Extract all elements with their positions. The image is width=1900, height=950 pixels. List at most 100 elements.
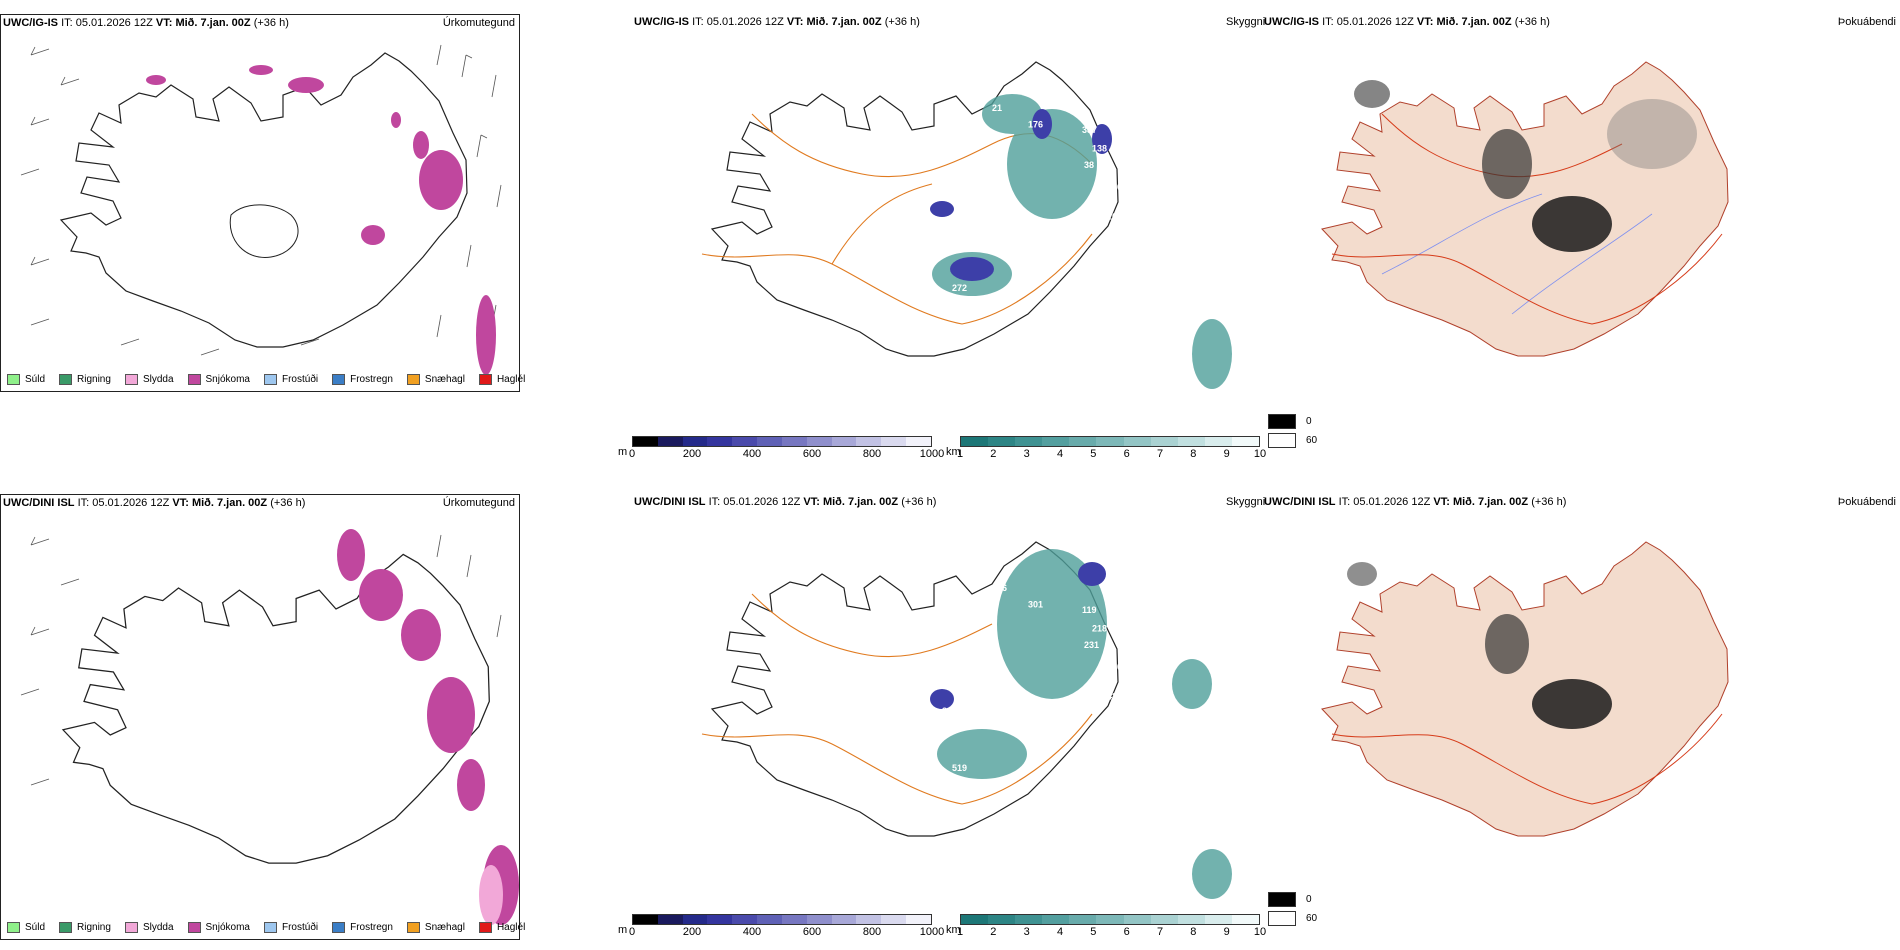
visibility-colorbar-tick: 10 — [1253, 926, 1267, 938]
height-colorbar-unit: m — [618, 446, 628, 458]
cloud-base-label: 119 — [1082, 605, 1097, 615]
cloud-base-label: 38 — [1084, 160, 1094, 170]
height-colorbar-tick: 600 — [802, 926, 822, 938]
visibility-colorbar-tick: 9 — [1223, 448, 1230, 460]
visibility-colorbar-tick: 7 — [1156, 448, 1164, 460]
wind-barbs — [20, 44, 502, 356]
roads — [1331, 713, 1723, 805]
cloud-base-label: 13 — [942, 226, 952, 236]
cloud-base-label: 218 — [1092, 624, 1107, 634]
fog-panel-row1: UWC/IG-IS IT: 05.01.2026 12Z VT: Mið. 7.… — [1262, 14, 1900, 392]
height-colorbar-unit: m — [618, 924, 628, 936]
visibility-colorbar-tick: 7 — [1156, 926, 1164, 938]
height-colorbar-tick: 800 — [862, 926, 882, 938]
cloud-base-label: 302 — [1118, 649, 1133, 659]
visibility-colorbar-tick: 8 — [1190, 926, 1197, 938]
cloud-base-label: 176 — [1028, 119, 1043, 129]
visibility-map: 886 301 119 218 231 302 207 872 142 323 533 519 346 2… — [701, 541, 1232, 899]
fog-map — [1321, 61, 1729, 357]
cloud-base-label: 265 — [1052, 734, 1067, 744]
panel-title: UWC/IG-IS IT: 05.01.2026 12Z VT: Mið. 7.… — [1264, 16, 1550, 28]
cloud-base-label: 387 — [1082, 125, 1097, 135]
cloud-base-label: 872 — [1102, 675, 1117, 685]
precip-map — [20, 44, 502, 375]
visibility-colorbar-tick: 8 — [1190, 448, 1197, 460]
visibility-colorbar-tick: 3 — [1023, 448, 1030, 460]
cloud-base-label: 323 — [942, 706, 957, 716]
fog-shading — [1347, 562, 1612, 729]
low-visibility — [932, 94, 1232, 389]
cloud-base-label: 926 — [1102, 212, 1117, 222]
visibility-panel-row2: 886 301 119 218 231 302 207 872 142 323 533 519 346 2… — [632, 494, 1266, 904]
cloud-base-label: 142 — [1102, 692, 1117, 702]
panel-title: UWC/DINI ISL IT: 05.01.2026 12Z VT: Mið.… — [1264, 496, 1567, 508]
visibility-colorbar-tick: 4 — [1056, 448, 1064, 460]
visibility-colorbar-tick: 10 — [1253, 448, 1267, 460]
precip-panel-row2: UWC/DINI ISL IT: 05.01.2026 12Z VT: Mið.… — [0, 494, 525, 940]
low-cloud — [930, 109, 1112, 281]
visibility-colorbar-tick: 2 — [990, 926, 997, 938]
cloud-base-label: 590 — [1118, 169, 1133, 179]
cloud-base-label: 277 — [912, 270, 927, 280]
field-title: Þokuábendi — [1837, 16, 1896, 28]
height-colorbar-tick: 1000 — [919, 926, 945, 938]
visibility-colorbar-tick: 6 — [1123, 448, 1130, 460]
cloud-base-label: 301 — [1028, 599, 1043, 609]
panel-title: UWC/DINI ISL IT: 05.01.2026 12Z VT: Mið.… — [634, 496, 937, 508]
precip-legend: Súld Rigning Slydda Snjókoma Frostúði Fr… — [7, 922, 525, 933]
height-colorbar: m 0 200 400 600 800 1000 — [618, 436, 944, 460]
fog-legend: 0 60 — [1264, 410, 1321, 452]
visibility-colorbar-tick: 3 — [1023, 926, 1030, 938]
cloud-base-label: 949 — [1102, 195, 1117, 205]
field-title: Skyggni — [1226, 16, 1266, 28]
field-title: Úrkomutegund — [442, 497, 515, 509]
height-colorbar: m 0 200 400 600 800 1000 — [618, 914, 944, 938]
visibility-colorbar-tick: 5 — [1090, 926, 1097, 938]
cloud-base-label: 210 — [1082, 270, 1097, 280]
cloud-base-label: 346 — [992, 778, 1007, 788]
visibility-colorbar: km 1 2 3 4 5 6 7 8 9 10 — [946, 436, 1266, 460]
precip-legend: Súld Rigning Slydda Snjókoma Frostúði Fr… — [7, 374, 525, 385]
rivers — [1381, 193, 1653, 315]
field-title: Þokuábendi — [1837, 496, 1896, 508]
fog-legend: 0 60 — [1264, 888, 1321, 930]
cloud-base-label: 519 — [952, 763, 967, 773]
visibility-colorbar-tick: 9 — [1223, 926, 1230, 938]
visibility-colorbar-tick: 5 — [1090, 448, 1097, 460]
precip-map — [20, 529, 519, 925]
low-visibility — [937, 549, 1232, 899]
height-colorbar-tick: 0 — [628, 926, 636, 938]
visibility-colorbar-unit: km — [946, 446, 961, 458]
visibility-colorbar-tick: 4 — [1056, 926, 1064, 938]
cloud-base-label: 337 — [992, 298, 1007, 308]
field-title: Skyggni — [1226, 496, 1266, 508]
height-colorbar-tick: 800 — [862, 448, 882, 460]
visibility-colorbar-tick: 1 — [956, 926, 964, 938]
cloud-base-label: 533 — [912, 750, 927, 760]
cloud-base-label: 21 — [992, 103, 1002, 113]
cloud-base-labels: 886 301 119 218 231 302 207 872 142 323 533 519 346 2… — [912, 583, 1133, 788]
height-colorbar-tick: 1000 — [919, 448, 945, 460]
height-colorbar-tick: 400 — [742, 926, 762, 938]
cloud-base-label: 886 — [992, 583, 1007, 593]
cloud-base-labels: 21 176 387 138 38 590 368 949 926 13 277 272 337 21 21… — [912, 103, 1133, 308]
fog-panel-row2: UWC/DINI ISL IT: 05.01.2026 12Z VT: Mið.… — [1262, 494, 1900, 904]
snow-areas — [146, 65, 496, 375]
field-title: Úrkomutegund — [442, 17, 515, 29]
cloud-base-label: 231 — [1084, 640, 1099, 650]
roads — [701, 593, 1093, 805]
visibility-colorbar: km 1 2 3 4 5 6 7 8 9 10 — [946, 914, 1266, 938]
height-colorbar-tick: 400 — [742, 448, 762, 460]
cloud-base-label: 207 — [1112, 662, 1127, 672]
fog-shading — [1354, 80, 1697, 252]
height-colorbar-tick: 0 — [628, 448, 636, 460]
precip-panel-row1: UWC/IG-IS IT: 05.01.2026 12Z VT: Mið. 7.… — [0, 14, 525, 392]
visibility-colorbar-unit: km — [946, 924, 961, 936]
cloud-base-label: 21 — [1052, 254, 1062, 264]
visibility-colorbar-tick: 6 — [1123, 926, 1130, 938]
visibility-colorbar-tick: 2 — [990, 448, 997, 460]
visibility-map: 21 176 387 138 38 590 368 949 926 13 277 272 337 21 21… — [701, 61, 1232, 389]
height-colorbar-tick: 200 — [682, 926, 702, 938]
cloud-base-label: 272 — [952, 283, 967, 293]
height-colorbar-tick: 200 — [682, 448, 702, 460]
